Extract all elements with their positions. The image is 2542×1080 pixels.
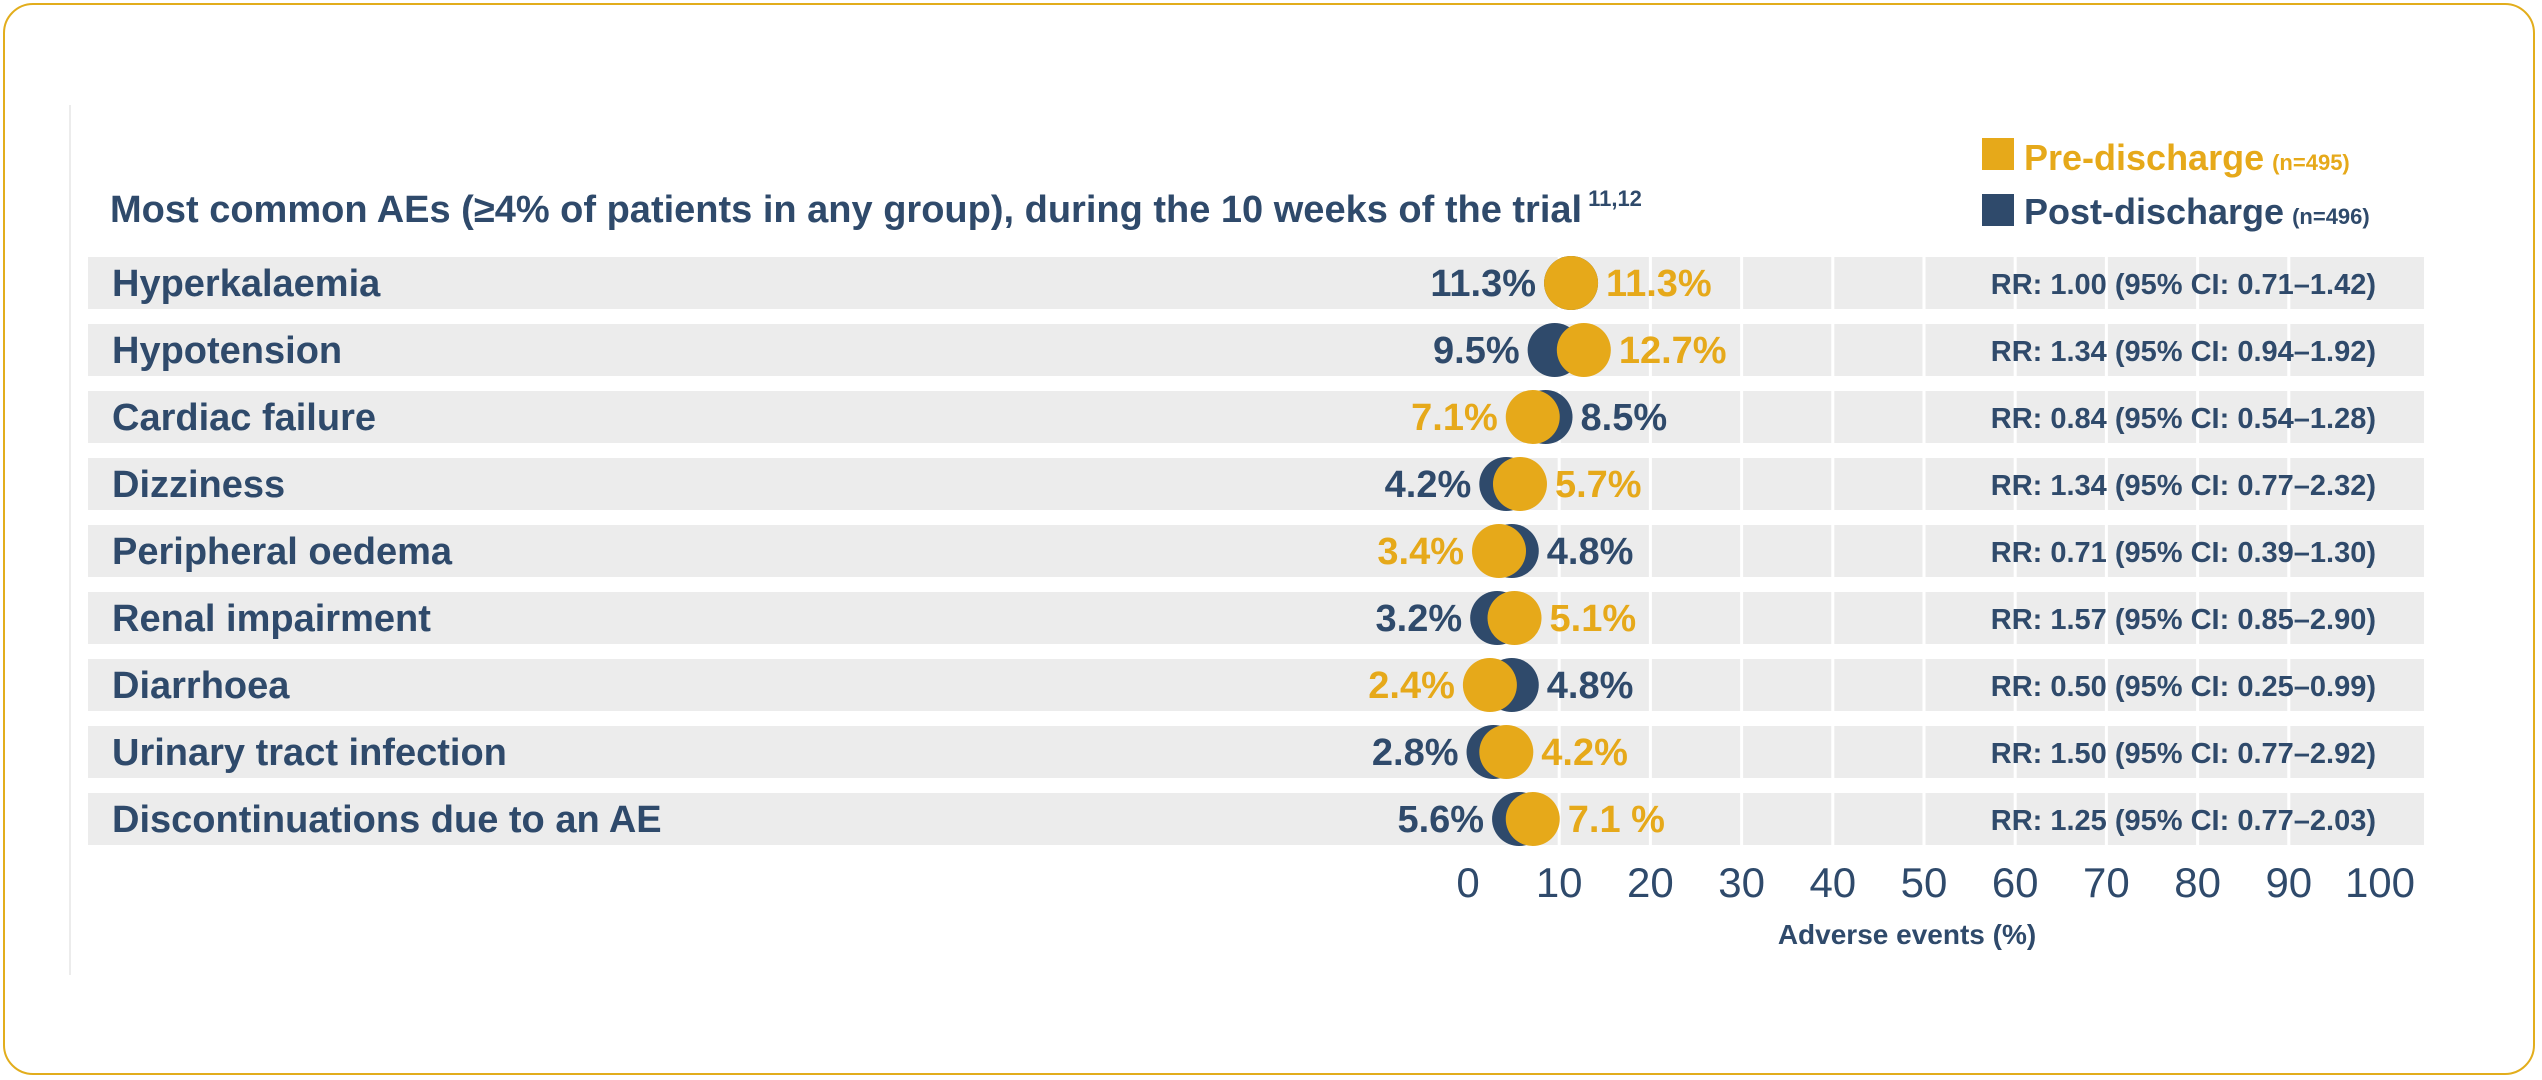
row-band: [88, 324, 2424, 376]
rr-label: RR: 1.34 (95% CI: 0.94–1.92): [1991, 336, 2376, 368]
dot-pre-discharge: [1505, 792, 1560, 846]
x-tick-label: 90: [2265, 859, 2312, 906]
row-band: [88, 592, 2424, 644]
row-label: Diarrhoea: [112, 665, 290, 707]
x-tick-label: 80: [2174, 859, 2221, 906]
row-label: Cardiac failure: [112, 397, 376, 439]
row-band: [88, 726, 2424, 778]
value-label-post: 9.5%: [1433, 330, 1520, 372]
value-label-pre: 7.1 %: [1568, 799, 1665, 841]
dot-pre-discharge: [1472, 524, 1527, 578]
x-tick-label: 100: [2345, 859, 2415, 906]
legend-label-pre: Pre-discharge (n=495): [2024, 137, 2350, 178]
rr-label: RR: 1.25 (95% CI: 0.77–2.03): [1991, 805, 2376, 837]
row-label: Hyperkalaemia: [112, 263, 381, 305]
value-label-pre: 5.7%: [1555, 464, 1642, 506]
rr-label: RR: 1.00 (95% CI: 0.71–1.42): [1991, 269, 2376, 301]
value-label-post: 4.2%: [1385, 464, 1472, 506]
x-tick-label: 40: [1809, 859, 1856, 906]
legend-label-post: Post-discharge (n=496): [2024, 191, 2370, 232]
value-label-post: 2.8%: [1372, 732, 1459, 774]
value-label-post: 4.8%: [1547, 531, 1634, 573]
row-label: Discontinuations due to an AE: [112, 799, 662, 841]
value-label-pre: 11.3%: [1606, 263, 1712, 305]
x-tick-label: 60: [1992, 859, 2039, 906]
x-tick-label: 20: [1627, 859, 1674, 906]
row-band: [88, 458, 2424, 510]
row-band: [88, 391, 2424, 443]
dot-pre-discharge: [1556, 323, 1611, 377]
value-label-pre: 3.4%: [1377, 531, 1464, 573]
value-label-pre: 4.2%: [1541, 732, 1628, 774]
value-label-post: 8.5%: [1581, 397, 1668, 439]
rr-label: RR: 0.50 (95% CI: 0.25–0.99): [1991, 671, 2376, 703]
dot-pre-discharge: [1544, 256, 1599, 310]
value-label-post: 3.2%: [1376, 598, 1463, 640]
rr-label: RR: 0.84 (95% CI: 0.54–1.28): [1991, 403, 2376, 435]
dot-pre-discharge: [1492, 457, 1547, 511]
rr-label: RR: 0.71 (95% CI: 0.39–1.30): [1991, 537, 2376, 569]
title-superscript: 11,12: [1588, 186, 1642, 211]
row-band: [88, 793, 2424, 845]
x-tick-label: 70: [2083, 859, 2130, 906]
row-label: Dizziness: [112, 464, 285, 506]
x-tick-label: 30: [1718, 859, 1765, 906]
value-label-pre: 5.1%: [1550, 598, 1637, 640]
row-label: Hypotension: [112, 330, 342, 372]
x-tick-label: 0: [1456, 859, 1479, 906]
x-axis-label: Adverse events (%): [1778, 919, 2036, 950]
rr-label: RR: 1.34 (95% CI: 0.77–2.32): [1991, 470, 2376, 502]
x-tick-label: 50: [1901, 859, 1948, 906]
row-label: Renal impairment: [112, 598, 431, 640]
row-band: [88, 525, 2424, 577]
legend-swatch-pre: [1982, 138, 2014, 170]
legend-swatch-post: [1982, 194, 2014, 226]
rr-label: RR: 1.57 (95% CI: 0.85–2.90): [1991, 604, 2376, 636]
dot-pre-discharge: [1505, 390, 1560, 444]
dot-pre-discharge: [1479, 725, 1534, 779]
dot-pre-discharge: [1462, 658, 1517, 712]
dot-pre-discharge: [1487, 591, 1542, 645]
value-label-pre: 7.1%: [1411, 397, 1498, 439]
left-divider: [69, 105, 71, 975]
value-label-pre: 12.7%: [1619, 330, 1727, 372]
row-band: [88, 257, 2424, 309]
x-tick-label: 10: [1536, 859, 1583, 906]
row-band: [88, 659, 2424, 711]
legend: Pre-discharge (n=495) Post-discharge (n=49…: [1982, 137, 2370, 232]
value-label-post: 5.6%: [1397, 799, 1484, 841]
value-label-post: 11.3%: [1430, 263, 1536, 305]
row-label: Urinary tract infection: [112, 732, 507, 774]
value-label-pre: 2.4%: [1368, 665, 1455, 707]
rr-label: RR: 1.50 (95% CI: 0.77–2.92): [1991, 738, 2376, 770]
row-label: Peripheral oedema: [112, 531, 453, 573]
chart-frame: [3, 3, 2535, 1075]
value-label-post: 4.8%: [1547, 665, 1634, 707]
chart-title: Most common AEs (≥4% of patients in any …: [110, 186, 1642, 231]
